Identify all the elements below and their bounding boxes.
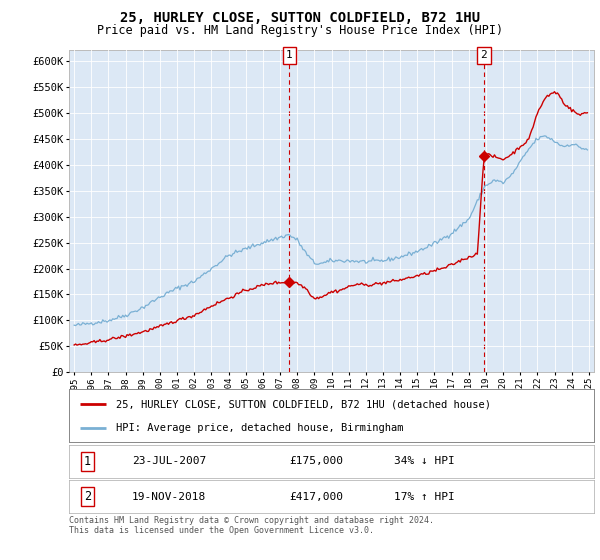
Text: Contains HM Land Registry data © Crown copyright and database right 2024.
This d: Contains HM Land Registry data © Crown c… <box>69 516 434 535</box>
Text: 19-NOV-2018: 19-NOV-2018 <box>132 492 206 502</box>
Text: 17% ↑ HPI: 17% ↑ HPI <box>395 492 455 502</box>
Text: 2: 2 <box>481 50 487 60</box>
Text: Price paid vs. HM Land Registry's House Price Index (HPI): Price paid vs. HM Land Registry's House … <box>97 24 503 36</box>
Text: £417,000: £417,000 <box>290 492 343 502</box>
Text: 1: 1 <box>286 50 293 60</box>
Text: 23-JUL-2007: 23-JUL-2007 <box>132 456 206 466</box>
Text: 2: 2 <box>84 490 91 503</box>
Text: 34% ↓ HPI: 34% ↓ HPI <box>395 456 455 466</box>
Text: 1: 1 <box>84 455 91 468</box>
Text: 25, HURLEY CLOSE, SUTTON COLDFIELD, B72 1HU (detached house): 25, HURLEY CLOSE, SUTTON COLDFIELD, B72 … <box>116 399 491 409</box>
Text: HPI: Average price, detached house, Birmingham: HPI: Average price, detached house, Birm… <box>116 422 404 432</box>
Text: 25, HURLEY CLOSE, SUTTON COLDFIELD, B72 1HU: 25, HURLEY CLOSE, SUTTON COLDFIELD, B72 … <box>120 11 480 25</box>
Text: £175,000: £175,000 <box>290 456 343 466</box>
